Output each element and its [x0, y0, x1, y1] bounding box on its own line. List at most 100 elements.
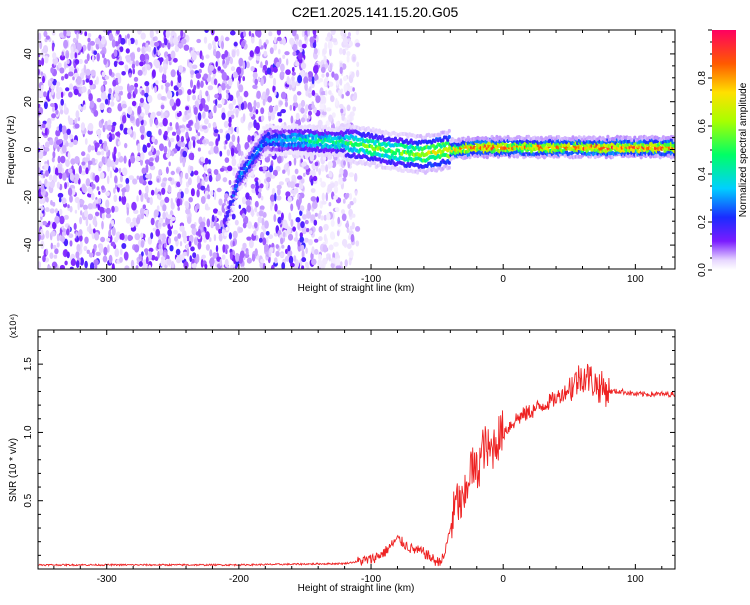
heatmap-cell	[115, 131, 121, 137]
heatmap-cell	[278, 181, 284, 186]
heatmap-cell	[291, 30, 297, 37]
heatmap-cell	[182, 251, 188, 257]
heatmap-cell	[261, 225, 265, 230]
heatmap-cell	[226, 149, 231, 157]
heatmap-cell	[61, 76, 65, 81]
heatmap-cell	[268, 135, 272, 140]
heatmap-cell	[219, 150, 223, 157]
heatmap-cell	[263, 50, 268, 57]
heatmap-cell	[169, 137, 175, 143]
heatmap-cell	[311, 169, 316, 178]
heatmap-cell	[87, 160, 93, 166]
bottom-x-ticks: -300 -200 -100 0 100	[53, 330, 663, 585]
heatmap-cell	[119, 175, 123, 183]
heatmap-cell	[119, 46, 124, 53]
heatmap-cell	[164, 196, 170, 203]
heatmap-cell	[264, 43, 267, 50]
heatmap-cell	[164, 38, 168, 46]
heatmap-cell	[135, 155, 141, 162]
heatmap-cell	[373, 161, 377, 166]
heatmap-cell	[102, 53, 105, 59]
heatmap-cell	[217, 210, 221, 215]
heatmap-cell	[355, 30, 360, 36]
heatmap-cell	[183, 261, 189, 269]
heatmap-cell	[47, 265, 52, 269]
heatmap-cell	[162, 117, 168, 127]
heatmap-cell	[90, 69, 96, 77]
heatmap-cell	[175, 122, 179, 131]
heatmap-cell	[215, 173, 221, 182]
heatmap-cell	[176, 134, 180, 143]
heatmap-cell	[298, 195, 302, 205]
heatmap-cell	[137, 143, 141, 153]
heatmap-cell	[129, 37, 135, 45]
heatmap-cell	[160, 96, 166, 101]
heatmap-cell	[248, 30, 252, 37]
heatmap-cell	[128, 72, 132, 78]
heatmap-cell	[147, 180, 153, 186]
heatmap-cell	[45, 196, 49, 203]
heatmap-cell	[74, 59, 80, 65]
heatmap-cell	[79, 257, 84, 266]
heatmap-cell	[293, 105, 296, 112]
heatmap-cell	[349, 249, 354, 259]
heatmap-cell	[203, 73, 209, 80]
heatmap-cell	[217, 85, 222, 94]
heatmap-cell	[202, 139, 206, 145]
heatmap-cell	[334, 180, 339, 187]
heatmap-cell	[145, 248, 149, 256]
heatmap-cell	[62, 228, 66, 233]
heatmap-cell	[203, 36, 208, 44]
heatmap-cell	[191, 51, 197, 61]
heatmap-cell	[192, 94, 197, 101]
heatmap-cell	[312, 41, 317, 49]
heatmap-cell	[253, 230, 257, 236]
heatmap-cell	[64, 142, 70, 147]
heatmap-cell	[87, 32, 92, 38]
heatmap-cell	[41, 57, 45, 66]
heatmap-cell	[316, 145, 320, 150]
heatmap-cell	[144, 92, 149, 98]
heatmap-cell	[249, 112, 254, 117]
heatmap-cell	[209, 257, 215, 266]
heatmap-cell	[352, 152, 356, 157]
heatmap-cell	[207, 43, 212, 50]
heatmap-cell	[328, 81, 334, 87]
heatmap-cell	[163, 145, 168, 154]
heatmap-cell	[165, 30, 170, 39]
heatmap-cell	[232, 240, 235, 247]
heatmap-cell	[310, 252, 314, 261]
heatmap-cell	[161, 42, 165, 48]
heatmap-cell	[134, 39, 138, 46]
heatmap-cell	[323, 233, 327, 242]
heatmap-cell	[94, 174, 100, 183]
heatmap-cell	[129, 84, 135, 91]
y-tick-label: 40	[23, 48, 34, 60]
heatmap-cell	[107, 244, 110, 253]
colorbar-label: Normalized spectral amplitude	[738, 82, 749, 217]
heatmap-cell	[88, 93, 93, 102]
heatmap-cell	[104, 75, 110, 80]
heatmap-cell	[92, 218, 97, 226]
heatmap-cell	[276, 30, 281, 36]
heatmap-cell	[144, 192, 149, 200]
heatmap-cell	[312, 30, 317, 36]
heatmap-cell	[42, 173, 46, 179]
heatmap-cell	[52, 105, 55, 113]
heatmap-cell	[126, 83, 130, 92]
heatmap-cell	[318, 168, 321, 176]
heatmap-cell	[290, 203, 294, 212]
bottom-y-multiplier: (x10⁴)	[8, 314, 18, 338]
heatmap-cell	[108, 32, 114, 42]
heatmap-cell	[268, 105, 274, 113]
heatmap-cell	[152, 36, 156, 42]
heatmap-cell	[231, 50, 236, 58]
heatmap-cell	[80, 122, 85, 131]
heatmap-cell	[180, 135, 185, 143]
heatmap-cell	[85, 178, 91, 187]
heatmap-cell	[321, 192, 325, 202]
heatmap-cell	[230, 30, 236, 36]
heatmap-cell	[241, 196, 247, 205]
heatmap-cell	[331, 112, 336, 118]
